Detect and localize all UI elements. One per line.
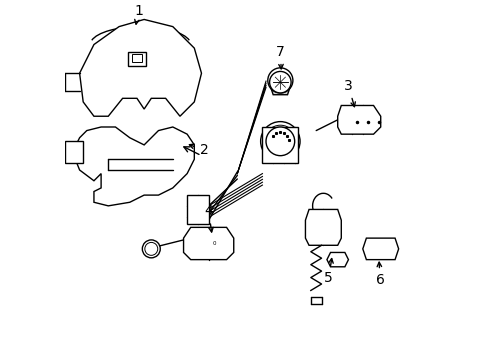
Text: 2: 2 [189,143,208,157]
Polygon shape [80,19,201,116]
Polygon shape [187,195,208,224]
Polygon shape [72,127,194,206]
Polygon shape [183,228,233,260]
Polygon shape [190,234,208,249]
Circle shape [264,125,296,157]
Bar [131,54,142,63]
Circle shape [260,122,300,161]
Text: 0: 0 [212,241,215,246]
Polygon shape [305,210,341,245]
Text: 5: 5 [324,258,332,285]
Circle shape [144,242,158,255]
Bar [128,52,145,66]
Circle shape [269,71,290,93]
Text: 6: 6 [375,262,384,287]
Text: 4: 4 [204,204,213,232]
Circle shape [267,68,292,93]
Bar [65,141,83,163]
Circle shape [265,127,294,156]
Polygon shape [326,252,348,267]
Polygon shape [269,73,290,95]
Polygon shape [262,127,298,163]
Text: 1: 1 [134,4,143,24]
Polygon shape [337,105,380,134]
Text: 7: 7 [275,45,284,69]
Polygon shape [362,238,398,260]
Circle shape [142,240,160,258]
Text: 3: 3 [344,79,355,107]
